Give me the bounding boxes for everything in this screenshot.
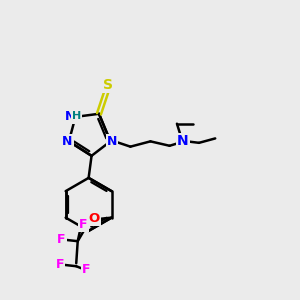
Text: N: N: [177, 134, 189, 148]
Text: O: O: [88, 212, 100, 225]
Text: H: H: [72, 111, 82, 121]
Text: F: F: [82, 263, 91, 276]
Text: F: F: [79, 218, 88, 232]
Text: S: S: [103, 78, 113, 92]
Text: F: F: [57, 233, 66, 246]
Text: N: N: [62, 135, 73, 148]
Text: F: F: [56, 258, 64, 271]
Text: N: N: [65, 110, 75, 122]
Text: N: N: [107, 135, 117, 148]
